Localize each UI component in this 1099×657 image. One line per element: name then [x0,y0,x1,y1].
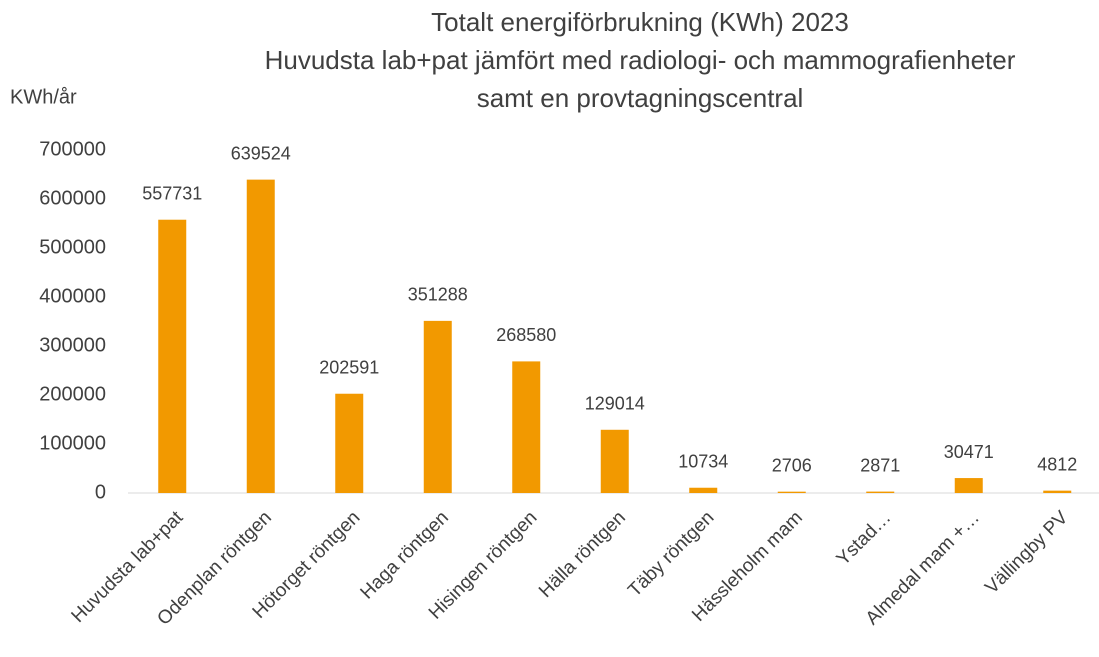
x-tick-label: Ystad… [833,507,896,570]
bar [246,179,275,493]
data-label: 2706 [772,455,812,475]
y-tick-label: 0 [95,481,106,503]
data-label: 557731 [142,183,202,203]
y-tick-label: 200000 [39,383,106,405]
data-label: 2871 [860,455,900,475]
y-tick-label: 600000 [39,187,106,209]
y-tick-label: 500000 [39,236,106,258]
data-label: 129014 [585,394,645,414]
data-label: 639524 [231,143,291,163]
bar [600,429,629,493]
data-label: 351288 [408,285,468,305]
bar [335,393,364,493]
y-axis-label: KWh/år [10,86,77,108]
bar [954,478,983,493]
x-tick-label: Haga röntgen [357,507,453,603]
bar [689,487,718,493]
bar [1043,490,1072,493]
bar [158,219,187,494]
data-label: 4812 [1037,454,1077,474]
data-label: 202591 [319,357,379,377]
x-tick-label: Vällingby PV [981,507,1072,598]
y-tick-label: 700000 [39,138,106,160]
data-label: 10734 [678,451,728,471]
chart-title: Huvudsta lab+pat jämfört med radiologi- … [265,45,1016,75]
y-tick-label: 400000 [39,285,106,307]
data-label: 268580 [496,325,556,345]
bar [512,361,541,493]
bar [423,320,452,493]
y-tick-label: 100000 [39,432,106,454]
chart-title: samt en provtagningscentral [477,83,804,113]
y-tick-label: 300000 [39,334,106,356]
data-label: 30471 [944,442,994,462]
chart-title: Totalt energiförbrukning (KWh) 2023 [431,7,849,37]
x-tick-label: Täby röntgen [624,507,718,601]
bar [777,491,806,493]
x-tick-label: Hälla röntgen [535,507,630,602]
bar [866,491,895,493]
